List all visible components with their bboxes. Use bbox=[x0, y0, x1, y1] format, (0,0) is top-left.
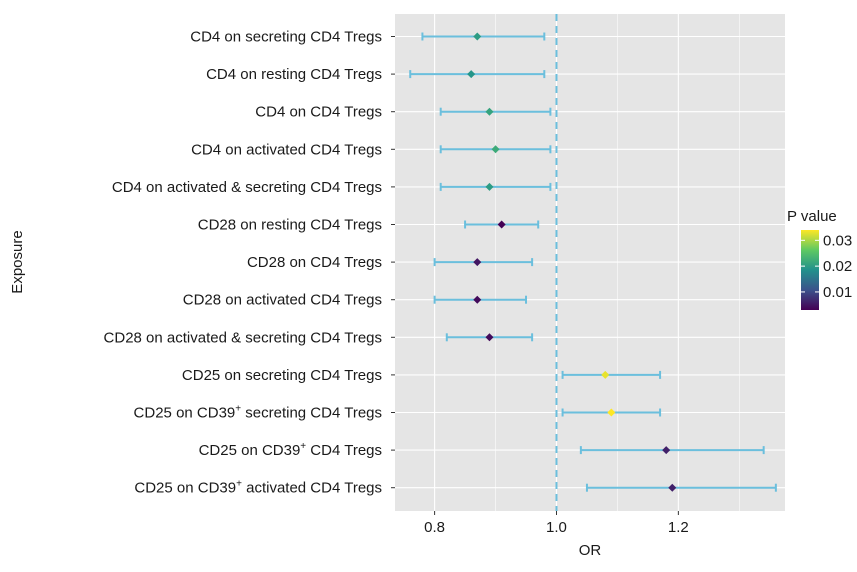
row-label: CD4 on CD4 Tregs bbox=[255, 104, 382, 121]
forest-row: CD4 on secreting CD4 Tregs bbox=[190, 29, 546, 46]
legend-tick-label: 0.01 bbox=[823, 284, 852, 301]
or-point bbox=[607, 408, 616, 417]
or-point bbox=[473, 32, 482, 41]
x-tick-label: 1.2 bbox=[668, 519, 689, 536]
row-label: CD25 on CD39+ CD4 Tregs bbox=[199, 441, 382, 459]
forest-row: CD25 on CD39+ activated CD4 Tregs bbox=[134, 479, 777, 497]
or-point bbox=[473, 295, 482, 304]
x-axis: 0.8 1.0 1.2 bbox=[424, 511, 689, 536]
row-label: CD28 on resting CD4 Tregs bbox=[198, 217, 382, 234]
row-label: CD4 on activated CD4 Tregs bbox=[191, 141, 382, 158]
or-point bbox=[497, 220, 506, 229]
or-point bbox=[485, 182, 494, 191]
legend-title: P value bbox=[787, 208, 837, 225]
forest-row: CD28 on activated & secreting CD4 Tregs bbox=[104, 329, 534, 346]
row-label: CD4 on resting CD4 Tregs bbox=[206, 66, 382, 83]
or-point bbox=[485, 107, 494, 116]
forest-row: CD4 on resting CD4 Tregs bbox=[206, 66, 546, 83]
rows-layer: CD4 on secreting CD4 Tregs CD4 on resting… bbox=[104, 29, 777, 497]
x-tick-label: 0.8 bbox=[424, 519, 445, 536]
forest-row: CD28 on activated CD4 Tregs bbox=[183, 292, 528, 309]
x-axis-title: OR bbox=[579, 542, 602, 559]
row-label: CD28 on activated & secreting CD4 Tregs bbox=[104, 329, 382, 346]
or-point bbox=[601, 370, 610, 379]
row-label: CD4 on secreting CD4 Tregs bbox=[190, 29, 382, 46]
or-point bbox=[473, 258, 482, 267]
forest-row: CD25 on CD39+ CD4 Tregs bbox=[199, 441, 765, 459]
or-point bbox=[485, 333, 494, 342]
forest-row: CD28 on resting CD4 Tregs bbox=[198, 217, 540, 234]
legend-tick-label: 0.02 bbox=[823, 258, 852, 275]
forest-row: CD25 on CD39+ secreting CD4 Tregs bbox=[134, 404, 662, 422]
y-axis-title: Exposure bbox=[9, 230, 26, 293]
row-label: CD4 on activated & secreting CD4 Tregs bbox=[112, 179, 382, 196]
or-point bbox=[491, 145, 500, 154]
forest-row: CD4 on activated CD4 Tregs bbox=[191, 141, 552, 158]
row-label: CD25 on secreting CD4 Tregs bbox=[182, 367, 382, 384]
row-label: CD25 on CD39+ activated CD4 Tregs bbox=[134, 479, 382, 497]
or-point bbox=[668, 483, 677, 492]
forest-row: CD25 on secreting CD4 Tregs bbox=[182, 367, 662, 384]
or-point bbox=[662, 446, 671, 455]
colorbar bbox=[801, 230, 819, 310]
row-label: CD28 on activated CD4 Tregs bbox=[183, 292, 382, 309]
forest-row: CD28 on CD4 Tregs bbox=[247, 254, 534, 271]
or-point bbox=[467, 70, 476, 79]
row-label: CD28 on CD4 Tregs bbox=[247, 254, 382, 271]
forest-row: CD4 on activated & secreting CD4 Tregs bbox=[112, 179, 552, 196]
row-label: CD25 on CD39+ secreting CD4 Tregs bbox=[134, 404, 382, 422]
p-value-legend: P value 0.01 0.02 0.03 bbox=[787, 208, 852, 310]
x-tick-label: 1.0 bbox=[546, 519, 567, 536]
legend-tick-label: 0.03 bbox=[823, 232, 852, 249]
forest-row: CD4 on CD4 Tregs bbox=[255, 104, 552, 121]
